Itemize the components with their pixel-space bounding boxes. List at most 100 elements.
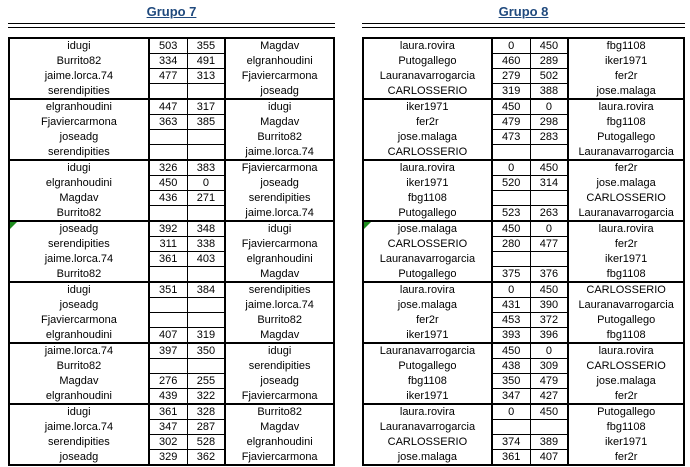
comment-marker-icon <box>364 222 371 229</box>
score-left-cell: 363 <box>147 114 188 130</box>
score-left-cell: 393 <box>490 327 531 344</box>
score-left-cell: 0 <box>490 281 531 298</box>
player-right-name-cell: Putogallego <box>597 131 656 143</box>
match-row: iker1971 347 427 fer2r <box>363 388 684 405</box>
score-right-cell: 338 <box>186 236 227 252</box>
player-right-name-cell: joseadg <box>260 84 299 97</box>
score-right-cell: 528 <box>186 434 227 450</box>
score-left-cell: 276 <box>147 373 188 389</box>
score-left-cell: 311 <box>147 236 188 252</box>
player-right-name-cell: Lauranavarrogarcia <box>578 299 674 311</box>
player-right-name-cell: fbg1108 <box>606 328 646 341</box>
player-right-name-cell: Fjaviercarmona <box>241 238 318 250</box>
player-left-name-cell: Lauranavarrogarcia <box>379 70 476 82</box>
score-left-cell <box>490 144 531 161</box>
score-right-cell: 319 <box>186 327 227 344</box>
match-row: elgranhoudini 439 322 Fjaviercarmona <box>9 388 334 405</box>
score-right-cell: 376 <box>529 266 570 283</box>
score-right-cell: 328 <box>186 403 227 420</box>
player-right-name-cell: elgranhoudini <box>246 436 313 448</box>
player-left-name-cell: Putogallego <box>398 206 457 219</box>
group-7-results-table: idugi 503 355 Magdav Burrito82 334 491 elgranho… <box>8 37 335 466</box>
match-row: jose.malaga 473 283 Putogallego <box>363 129 684 145</box>
match-row: fbg1108 350 479 jose.malaga <box>363 373 684 389</box>
match-row: idugi 351 384 serendipities <box>9 281 334 298</box>
score-left-cell: 319 <box>490 83 531 100</box>
match-row: joseadg Burrito82 <box>9 129 334 145</box>
player-right-name-cell: fbg1108 <box>606 267 646 280</box>
score-left-cell: 334 <box>147 53 188 69</box>
match-row: serendipities jaime.lorca.74 <box>9 144 334 161</box>
player-right-name-cell: fbg1108 <box>606 421 646 433</box>
score-left-cell: 375 <box>490 266 531 283</box>
player-left-name-cell: Putogallego <box>398 360 457 372</box>
match-row: iker1971 450 0 laura.rovira <box>363 98 684 115</box>
player-left-name-cell: Burrito82 <box>56 206 102 219</box>
match-row: jaime.lorca.74 347 287 Magdav <box>9 419 334 435</box>
comment-marker-icon <box>10 222 17 229</box>
player-right-name-cell: serendipities <box>225 281 334 298</box>
match-row: joseadg 392 348 idugi <box>9 220 334 237</box>
score-right-cell <box>186 83 227 100</box>
match-row: jaime.lorca.74 361 403 elgranhoudini <box>9 251 334 267</box>
score-right-cell: 313 <box>186 68 227 84</box>
score-left-cell: 0 <box>490 159 531 176</box>
player-left-name-cell: serendipities <box>48 145 110 158</box>
match-row: serendipities joseadg <box>9 83 334 100</box>
score-left-cell: 0 <box>490 403 531 420</box>
match-row: Burrito82 jaime.lorca.74 <box>9 205 334 222</box>
score-left-cell: 302 <box>147 434 188 450</box>
player-left-name-cell: elgranhoudini <box>45 177 112 189</box>
player-left-name-cell: idugi <box>9 281 149 298</box>
group-8-title-double-rule <box>362 23 685 28</box>
score-right-cell: 0 <box>529 342 570 359</box>
score-left-cell: 347 <box>147 419 188 435</box>
match-row: serendipities 302 528 elgranhoudini <box>9 434 334 450</box>
player-right-name-cell: Magdav <box>260 328 300 341</box>
player-left-name-cell: CARLOSSERIO <box>387 145 468 158</box>
score-left-cell: 439 <box>147 388 188 405</box>
player-left-name-cell: laura.rovira <box>363 281 492 298</box>
score-right-cell: 309 <box>529 358 570 374</box>
score-left-cell: 520 <box>490 175 531 191</box>
score-right-cell: 450 <box>529 281 570 298</box>
score-left-cell <box>147 358 188 374</box>
match-row: fbg1108 CARLOSSERIO <box>363 190 684 206</box>
score-left-cell: 361 <box>147 251 188 267</box>
match-row: laura.rovira 0 450 Putogallego <box>363 403 684 420</box>
player-left-name-cell: idugi <box>67 40 91 53</box>
player-left-name-cell: fer2r <box>416 116 439 128</box>
player-right-name-cell: Lauranavarrogarcia <box>578 206 674 219</box>
score-right-cell: 314 <box>529 175 570 191</box>
score-right-cell: 355 <box>186 37 227 54</box>
match-row: Magdav 436 271 serendipities <box>9 190 334 206</box>
player-right-name-cell: Lauranavarrogarcia <box>578 145 674 158</box>
player-right-name-cell: CARLOSSERIO <box>568 281 684 298</box>
match-row: CARLOSSERIO 374 389 iker1971 <box>363 434 684 450</box>
match-row: Lauranavarrogarcia iker1971 <box>363 251 684 267</box>
group-8-section: Grupo 8 laura.rovira 0 450 fbg1108 Putogalle… <box>362 4 685 466</box>
player-left-name-cell: serendipities <box>48 238 110 250</box>
score-left-cell: 436 <box>147 190 188 206</box>
score-left-cell: 374 <box>490 434 531 450</box>
player-left-name-cell: elgranhoudini <box>9 98 149 115</box>
player-right-name-cell: jaime.lorca.74 <box>245 145 314 158</box>
player-right-name-cell: laura.rovira <box>568 220 684 237</box>
match-row: iker1971 520 314 jose.malaga <box>363 175 684 191</box>
player-right-name-cell: Magdav <box>260 40 300 53</box>
player-left-name-cell: joseadg <box>59 299 99 311</box>
player-left-name-cell: joseadg <box>59 450 99 463</box>
match-row: Putogallego 375 376 fbg1108 <box>363 266 684 283</box>
score-right-cell: 491 <box>186 53 227 69</box>
player-right-name-cell: iker1971 <box>605 55 648 67</box>
player-right-name-cell: Fjaviercarmona <box>225 159 334 176</box>
score-right-cell <box>186 358 227 374</box>
player-left-name-cell: laura.rovira <box>363 403 492 420</box>
score-right-cell: 450 <box>529 159 570 176</box>
score-left-cell: 450 <box>490 98 531 115</box>
player-right-name-cell: fer2r <box>568 159 684 176</box>
player-left-name-cell: Burrito82 <box>56 55 102 67</box>
player-right-name-cell: fbg1108 <box>606 40 646 53</box>
score-left-cell: 473 <box>490 129 531 145</box>
player-left-name-cell: CARLOSSERIO <box>387 84 468 97</box>
